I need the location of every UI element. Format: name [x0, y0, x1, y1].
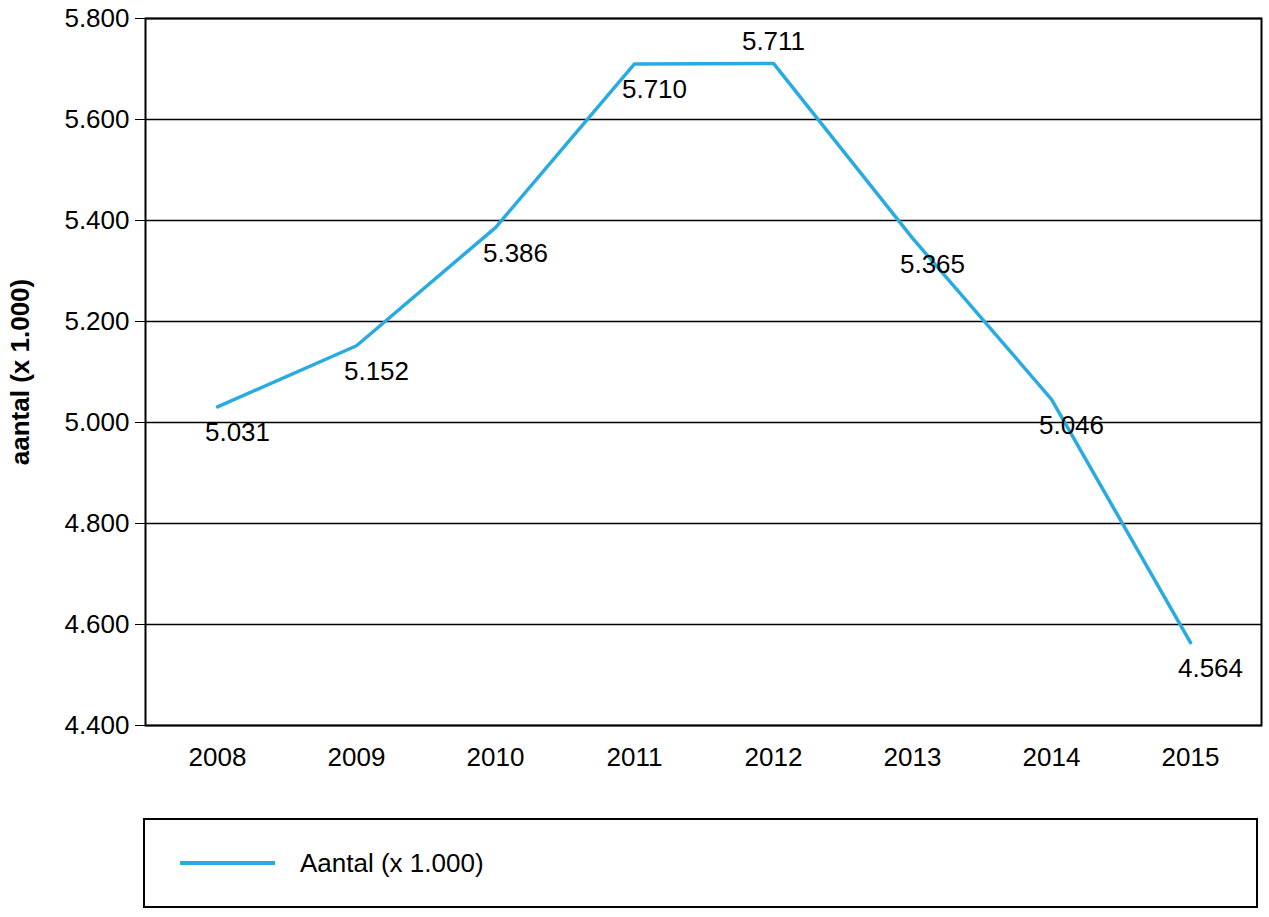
- svg-text:2014: 2014: [1023, 742, 1081, 772]
- svg-text:5.365: 5.365: [900, 248, 965, 278]
- svg-text:5.200: 5.200: [64, 306, 129, 336]
- svg-text:2008: 2008: [189, 742, 247, 772]
- svg-text:2013: 2013: [884, 742, 942, 772]
- svg-text:5.031: 5.031: [205, 417, 270, 447]
- svg-text:2009: 2009: [328, 742, 386, 772]
- svg-text:5.046: 5.046: [1039, 410, 1104, 440]
- svg-text:5.152: 5.152: [344, 356, 409, 386]
- svg-text:2010: 2010: [467, 742, 525, 772]
- svg-text:4.800: 4.800: [64, 508, 129, 538]
- svg-text:4.564: 4.564: [1178, 653, 1243, 683]
- svg-text:5.386: 5.386: [483, 238, 548, 268]
- svg-text:4.400: 4.400: [64, 710, 129, 740]
- svg-text:aantal (x 1.000): aantal (x 1.000): [5, 279, 35, 465]
- svg-text:2015: 2015: [1162, 742, 1220, 772]
- svg-text:5.710: 5.710: [622, 74, 687, 104]
- svg-text:5.600: 5.600: [64, 104, 129, 134]
- svg-text:2012: 2012: [745, 742, 803, 772]
- svg-text:5.000: 5.000: [64, 407, 129, 437]
- svg-text:5.400: 5.400: [64, 205, 129, 235]
- svg-text:5.800: 5.800: [64, 3, 129, 33]
- svg-text:4.600: 4.600: [64, 609, 129, 639]
- svg-text:2011: 2011: [607, 742, 663, 772]
- html-text:Aantal (x 1.000): Aantal (x 1.000): [300, 847, 484, 878]
- svg-text:5.711: 5.711: [742, 26, 805, 56]
